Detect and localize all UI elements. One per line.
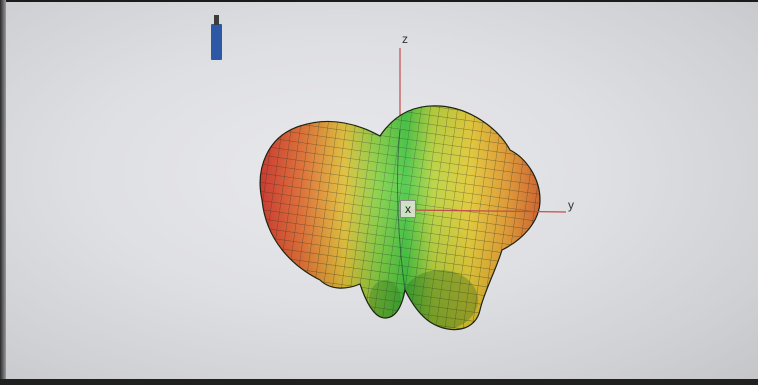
monitor-bezel-left [0,0,6,385]
usb-stick-icon [211,15,222,60]
x-axis-label: x [400,200,416,218]
monitor-bezel-bottom [0,379,758,385]
y-axis-line [407,209,567,213]
radiation-lobe-surface [259,105,541,331]
z-axis-label: z [402,32,408,46]
y-axis-label: y [568,198,574,212]
